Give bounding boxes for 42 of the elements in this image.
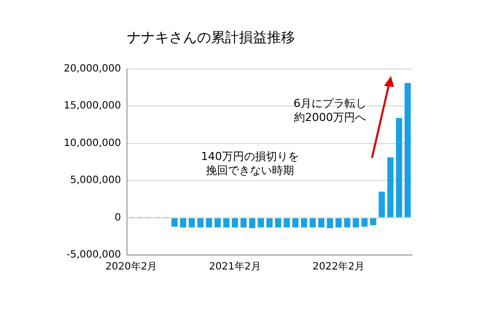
- x-tick-label: 2020年2月: [105, 260, 158, 273]
- bar: [378, 192, 385, 218]
- annotation: 6月にプラ転し: [294, 97, 366, 110]
- bar: [335, 218, 342, 228]
- bar: [361, 218, 368, 227]
- bar: [266, 218, 273, 228]
- bar: [223, 218, 230, 228]
- bar: [404, 82, 411, 218]
- bar: [326, 218, 334, 228]
- bar: [396, 118, 402, 218]
- bar: [292, 218, 299, 228]
- annotation: 約2000万円へ: [294, 111, 366, 124]
- bar: [275, 218, 282, 228]
- bar: [197, 218, 204, 228]
- y-tick-label: 15,000,000: [64, 100, 121, 112]
- bar: [249, 218, 256, 228]
- annotation: 挽回できない時期: [206, 164, 294, 177]
- y-tick-label: 10,000,000: [64, 138, 121, 149]
- bar: [310, 218, 316, 228]
- bar: [171, 218, 178, 227]
- y-tick-label: 5,000,000: [70, 175, 121, 186]
- bar: [180, 218, 186, 228]
- bar: [284, 218, 290, 228]
- bar: [232, 218, 238, 228]
- bar: [240, 218, 247, 228]
- bar: [206, 218, 212, 228]
- bar: [387, 157, 394, 218]
- bar: [352, 218, 359, 228]
- y-tick-label: 20,000,000: [64, 63, 121, 74]
- chart-title: ナナキさんの累計損益推移: [127, 30, 295, 46]
- y-tick-label: 0: [114, 212, 121, 224]
- bar: [188, 218, 195, 228]
- bar: [300, 218, 308, 228]
- bar: [318, 218, 324, 228]
- bar: [258, 218, 264, 228]
- bar: [214, 218, 221, 228]
- bar: [344, 218, 350, 228]
- y-tick-label: -5,000,000: [66, 250, 121, 261]
- x-tick-label: 2021年2月: [209, 260, 261, 273]
- x-tick-label: 2022年2月: [312, 260, 364, 273]
- annotation: 140万円の損切りを: [201, 150, 299, 163]
- bar: [370, 218, 376, 226]
